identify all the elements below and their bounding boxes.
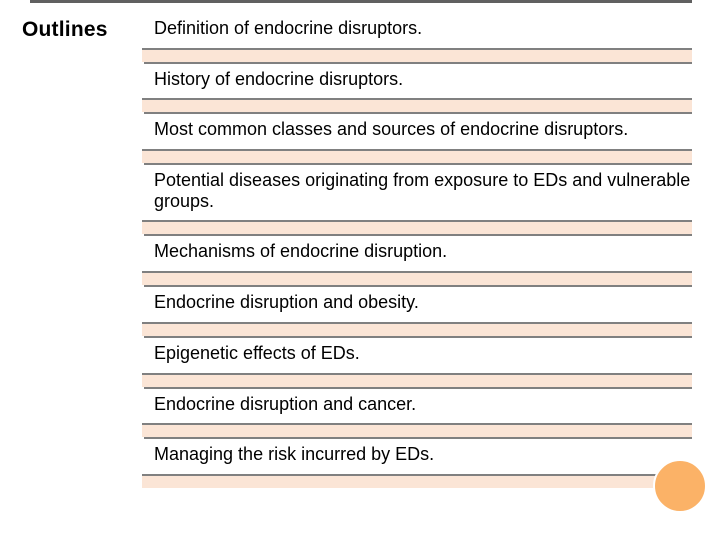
outline-item-text: Endocrine disruption and cancer. — [154, 394, 692, 415]
outline-item: Endocrine disruption and cancer. — [144, 387, 692, 424]
outline-item-text: History of endocrine disruptors. — [154, 69, 692, 90]
separator-band — [142, 423, 692, 437]
outline-item: Most common classes and sources of endoc… — [144, 112, 692, 149]
content-row: Outlines Definition of endocrine disrupt… — [0, 8, 720, 488]
heading-cell: Outlines — [0, 8, 144, 42]
outline-list: Definition of endocrine disruptors. Histo… — [144, 8, 720, 488]
separator-band — [142, 474, 692, 488]
outline-item: Endocrine disruption and obesity. — [144, 285, 692, 322]
separator-band — [142, 220, 692, 234]
slide: Outlines Definition of endocrine disrupt… — [0, 0, 720, 540]
separator-band — [142, 98, 692, 112]
separator-band — [142, 149, 692, 163]
outline-item-text: Potential diseases originating from expo… — [154, 170, 692, 211]
outline-item-text: Endocrine disruption and obesity. — [154, 292, 692, 313]
separator-band — [142, 322, 692, 336]
slide-heading: Outlines — [22, 18, 144, 42]
outline-item: History of endocrine disruptors. — [144, 62, 692, 99]
outline-item-text: Most common classes and sources of endoc… — [154, 119, 692, 140]
accent-circle — [653, 459, 707, 513]
separator-band — [142, 373, 692, 387]
outline-item: Epigenetic effects of EDs. — [144, 336, 692, 373]
outline-item-text: Mechanisms of endocrine disruption. — [154, 241, 692, 262]
top-rule — [30, 0, 692, 3]
outline-item-text: Definition of endocrine disruptors. — [154, 18, 692, 39]
outline-item: Potential diseases originating from expo… — [144, 163, 692, 220]
separator-band — [142, 48, 692, 62]
outline-item: Managing the risk incurred by EDs. — [144, 437, 692, 474]
separator-band — [142, 271, 692, 285]
outline-item-text: Epigenetic effects of EDs. — [154, 343, 692, 364]
outline-item: Mechanisms of endocrine disruption. — [144, 234, 692, 271]
outline-item: Definition of endocrine disruptors. — [144, 15, 692, 48]
outline-item-text: Managing the risk incurred by EDs. — [154, 444, 692, 465]
